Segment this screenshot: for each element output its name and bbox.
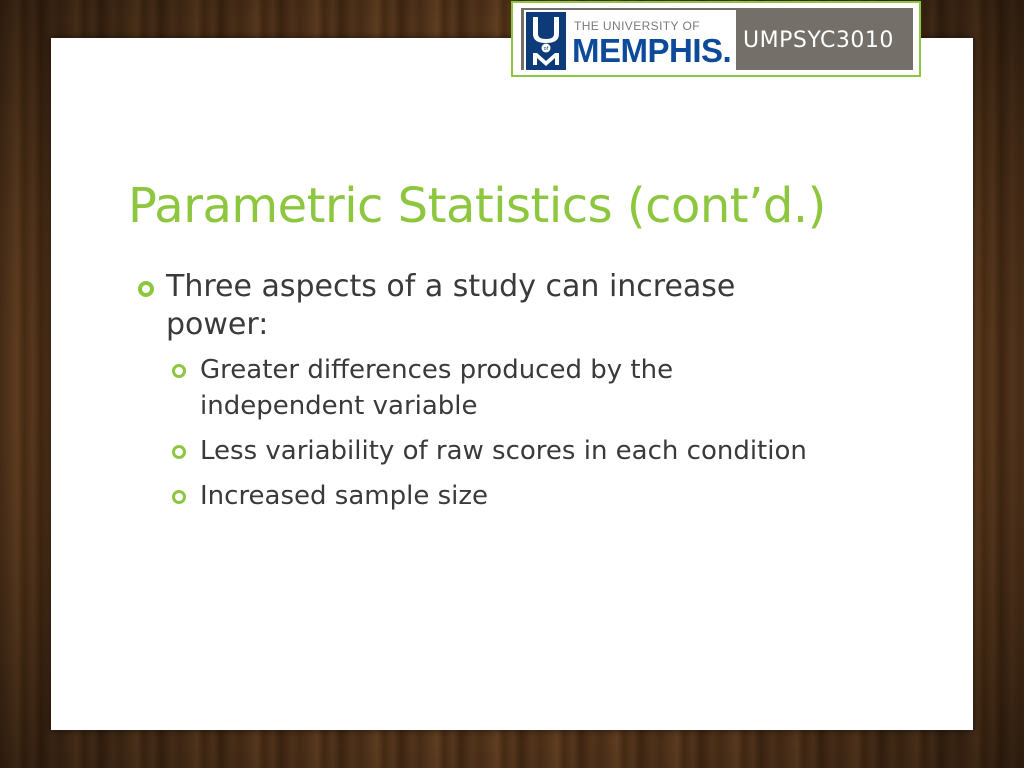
sub-bullet-text: Increased sample size (200, 481, 489, 511)
bullet-text: Three aspects of a study can increase po… (166, 269, 736, 342)
badge-panel: of THE UNIVERSITY OF MEMPHIS. UMPSYC3010 (521, 8, 913, 72)
ring-bullet-icon (172, 445, 186, 459)
slide-canvas (51, 38, 973, 730)
university-logo: of THE UNIVERSITY OF MEMPHIS. (524, 10, 736, 72)
svg-text:of: of (544, 46, 549, 52)
ring-bullet-icon (172, 364, 186, 378)
bullet-item: Three aspects of a study can increase po… (138, 268, 838, 344)
course-code: UMPSYC3010 (743, 28, 894, 53)
sub-bullet-item: Increased sample size (138, 478, 838, 514)
sub-bullet-text: Greater differences produced by the inde… (200, 355, 674, 421)
sub-bullet-item: Greater differences produced by the inde… (138, 352, 838, 424)
sub-bullet-text: Less variability of raw scores in each c… (200, 436, 807, 466)
logo-big-text: MEMPHIS. (572, 32, 732, 69)
sub-bullet-item: Less variability of raw scores in each c… (138, 433, 838, 469)
bullet-list: Three aspects of a study can increase po… (138, 268, 838, 523)
ring-bullet-icon (138, 281, 154, 297)
u-of-m-logo-mark-icon: of (526, 12, 566, 70)
logo-small-text: THE UNIVERSITY OF (574, 19, 700, 33)
header-badge: of THE UNIVERSITY OF MEMPHIS. UMPSYC3010 (511, 1, 921, 77)
slide-title: Parametric Statistics (cont’d.) (128, 178, 826, 234)
ring-bullet-icon (172, 490, 186, 504)
